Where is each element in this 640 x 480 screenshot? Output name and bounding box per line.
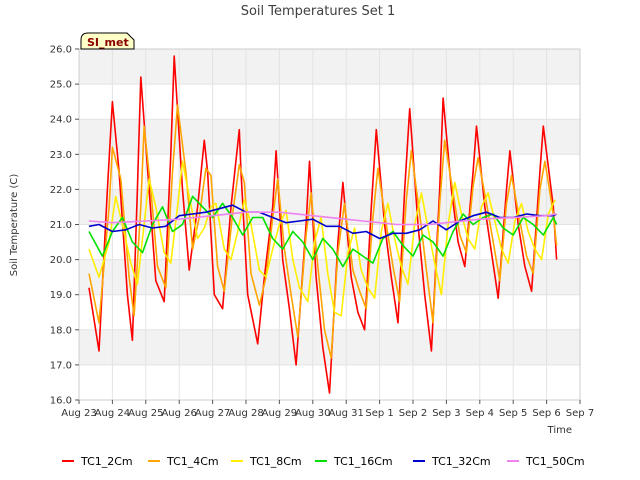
y-axis-label: Soil Temperature (C): [9, 174, 20, 277]
x-tick-label: Aug 24: [95, 408, 130, 419]
station-badge: SI_met: [80, 32, 135, 50]
series-lines: [88, 55, 558, 394]
legend-label: TC1_16Cm: [333, 455, 393, 468]
x-tick-label: Aug 28: [228, 408, 263, 419]
y-tick-label: 22.0: [50, 185, 72, 196]
legend-label: TC1_50Cm: [525, 455, 585, 468]
series-line-TC1_32Cm: [88, 204, 557, 240]
x-tick-label: Sep 2: [399, 408, 427, 419]
badge-label: SI_met: [87, 36, 129, 49]
y-tick-label: 16.0: [50, 396, 72, 407]
x-tick-label: Sep 5: [499, 408, 527, 419]
x-tick-label: Sep 7: [566, 408, 594, 419]
background-band: [79, 49, 580, 85]
series-line-TC1_2Cm: [88, 55, 558, 394]
x-tick-label: Aug 23: [61, 408, 96, 419]
legend-label: TC1_32Cm: [431, 455, 491, 468]
legend-label: TC1_8Cm: [249, 455, 302, 468]
x-tick-label: Sep 6: [532, 408, 560, 419]
series-line-TC1_4Cm: [88, 104, 558, 359]
y-tick-label: 20.0: [50, 255, 72, 266]
legend-label: TC1_4Cm: [166, 455, 219, 468]
background-band: [79, 119, 580, 155]
x-tick-label: Aug 27: [195, 408, 230, 419]
x-axis-label: Time: [547, 425, 572, 436]
axes: 16.0 17.0 18.0 19.0 20.0 21.0 22.0 23.0 24.0 25.0…: [50, 45, 594, 420]
series-line-TC1_50Cm: [88, 211, 557, 226]
x-tick-label: Sep 4: [466, 408, 494, 419]
legend: TC1_2Cm TC1_4Cm TC1_8Cm TC1_16Cm TC1_32Cm TC1…: [62, 455, 585, 468]
badge-box: [80, 32, 135, 50]
legend-label: TC1_2Cm: [80, 455, 133, 468]
x-tick-label: Aug 25: [128, 408, 163, 419]
x-tick-label: Aug 30: [295, 408, 330, 419]
x-tick-label: Aug 29: [262, 408, 297, 419]
y-tick-label: 19.0: [50, 290, 72, 301]
series-line-TC1_16Cm: [88, 195, 558, 268]
y-tick-label: 25.0: [50, 80, 72, 91]
chart-title: Soil Temperatures Set 1: [241, 4, 396, 19]
y-tick-label: 17.0: [50, 360, 72, 371]
y-tick-label: 21.0: [50, 220, 72, 231]
x-tick-label: Aug 31: [328, 408, 363, 419]
y-tick-label: 26.0: [50, 45, 72, 56]
y-tick-label: 23.0: [50, 150, 72, 161]
x-tick-label: Aug 26: [161, 408, 196, 419]
x-tick-label: Sep 1: [365, 408, 393, 419]
x-tick-label: Sep 3: [432, 408, 460, 419]
y-tick-label: 24.0: [50, 115, 72, 126]
y-tick-label: 18.0: [50, 325, 72, 336]
